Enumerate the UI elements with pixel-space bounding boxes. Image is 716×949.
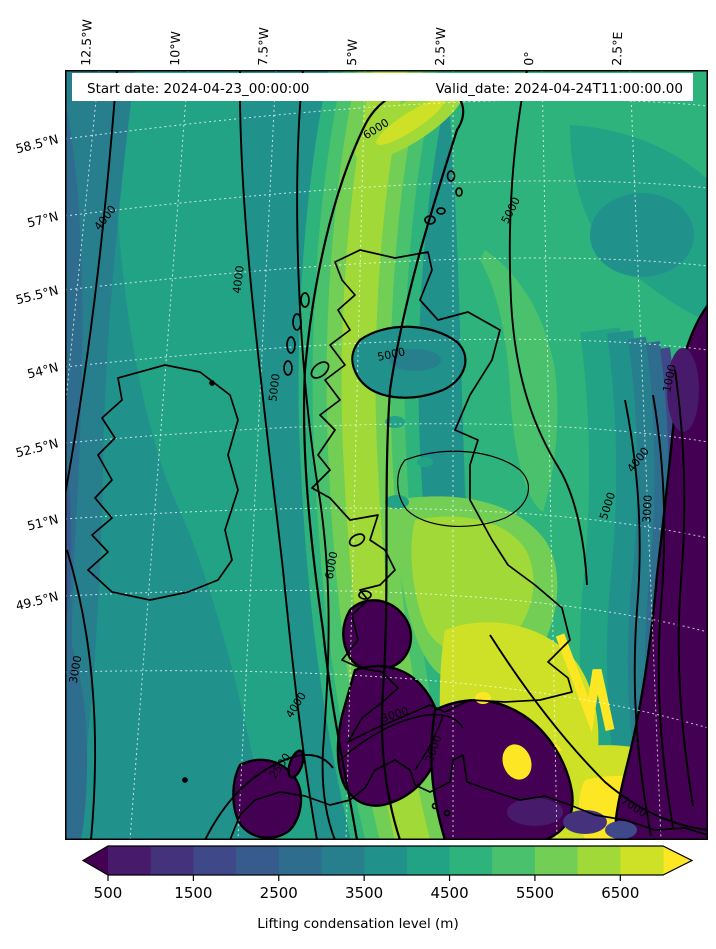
lon-tick-12.5W: 12.5°W [78, 19, 95, 66]
hebrides-1 [300, 292, 310, 308]
colorbar-under-arrow [83, 846, 108, 875]
orkney-1 [424, 215, 436, 225]
colorbar-segment [193, 846, 237, 875]
purple-inner-1000b [507, 798, 563, 826]
map-canvas: 4000 4000 5000 6000 6000 5000 5000 1000 … [65, 70, 708, 840]
ridge-top-blob-core [376, 98, 444, 146]
west-band-4000-4500 [114, 70, 317, 840]
lat-tick-58.5N: 58.5°N [14, 131, 60, 157]
coast-ireland [87, 364, 239, 601]
west-band-3000-3500 [65, 70, 135, 840]
colorbar-over-arrow [663, 846, 692, 875]
west-band-2500-3000 [65, 100, 83, 770]
north-sea-teal-core [590, 193, 694, 277]
scotland-teal-core [389, 349, 441, 371]
title-bar [72, 73, 693, 101]
svg-text:5000: 5000 [376, 345, 406, 364]
colorbar-tick-label: 5500 [516, 884, 554, 902]
yellow-wedge [555, 633, 615, 733]
colorbar-tick-label: 500 [94, 884, 123, 902]
colorbar-segment [406, 846, 451, 875]
shetland-1 [446, 170, 456, 182]
sea-speck-1 [209, 380, 215, 386]
colorbar-outline [81, 845, 694, 876]
svg-text:5000: 5000 [266, 373, 282, 402]
svg-text:3000: 3000 [67, 654, 85, 684]
colorbar-tick-label: 6500 [601, 884, 639, 902]
purple-inner-2000 [605, 821, 637, 839]
highland-spot-1 [385, 416, 405, 428]
colorbar-segment [492, 846, 536, 875]
contour-lines [65, 70, 708, 840]
hebrides-3 [286, 336, 296, 354]
purple-inner-1500 [563, 810, 607, 834]
colorbar-segment [150, 846, 194, 875]
purple-brittany [232, 758, 303, 839]
west-edge-2000-2500 [65, 460, 72, 615]
england-green-6000 [411, 516, 534, 655]
hebrides-4 [283, 360, 293, 376]
colorbar-segment [108, 846, 152, 875]
colorbar-segment [534, 846, 579, 875]
colorbar-tick-label: 2500 [260, 884, 298, 902]
lon-tick-0: 0° [521, 51, 537, 66]
lat-tick-52.5N: 52.5°N [14, 435, 60, 461]
start-date-label: Start date: 2024-04-23_00:00:00 [87, 81, 309, 97]
colorbar-segment [577, 846, 621, 875]
svg-text:3000: 3000 [640, 494, 654, 523]
colorbar-segment [364, 846, 408, 875]
colorbar-segment [321, 846, 365, 875]
hebrides-2 [292, 313, 302, 331]
lon-tick-10W: 10°W [167, 30, 184, 66]
skye [310, 361, 330, 379]
graticule [65, 70, 708, 840]
coast-great-britain [311, 249, 573, 743]
east-scotland-green [480, 250, 558, 512]
svg-text:6000: 6000 [323, 550, 341, 580]
svg-text:1000: 1000 [660, 363, 679, 393]
svg-text:4000: 4000 [230, 265, 246, 294]
purple-wales [342, 599, 413, 672]
channel-island-2 [443, 809, 451, 817]
purple-southwest [336, 664, 442, 807]
colorbar-segment [449, 846, 493, 875]
coast-france [229, 754, 708, 840]
lon-tick-7.5W: 7.5°W [255, 26, 272, 66]
colorbar-segment [620, 846, 664, 875]
anglesey [358, 590, 372, 600]
isle-of-man [348, 533, 366, 547]
colorbar-segment [278, 846, 323, 875]
lat-tick-54N: 54°N [25, 359, 60, 382]
lat-tick-55.5N: 55.5°N [14, 282, 60, 308]
valid-date-label: Valid_date: 2024-04-24T11:00:00.00 [436, 81, 683, 97]
lon-tick-2.5W: 2.5°W [432, 26, 449, 66]
lon-tick-5W: 5°W [344, 38, 360, 66]
colorbar-label: Lifting condensation level (m) [257, 916, 459, 932]
yellow-patch-small [475, 692, 491, 704]
colorbar: 500 1500 2500 3500 4500 5500 6500 [81, 845, 694, 902]
lon-tick-2.5E: 2.5°E [609, 31, 626, 66]
lat-tick-57N: 57°N [25, 208, 60, 231]
purple-brittany-west [287, 749, 305, 779]
coastlines [87, 170, 708, 840]
colorbar-segment [236, 846, 280, 875]
map-frame [65, 70, 708, 840]
colorbar-tick-label: 4500 [430, 884, 468, 902]
colorbar-tick-label: 1500 [174, 884, 212, 902]
shetland-2 [455, 187, 463, 197]
channel-island-1 [431, 802, 439, 810]
purple-inner-1000 [667, 348, 699, 432]
lat-tick-49.5N: 49.5°N [14, 588, 60, 614]
lat-tick-51N: 51°N [25, 511, 60, 534]
yellow-patch-mid [502, 744, 532, 780]
southwest-band-2500-3000 [65, 630, 88, 840]
highland-spot-2 [417, 457, 433, 467]
orkney-2 [436, 207, 446, 215]
highland-spot-3 [385, 495, 409, 509]
colorbar-tick-label: 3500 [345, 884, 383, 902]
sea-speck-2 [182, 777, 188, 783]
